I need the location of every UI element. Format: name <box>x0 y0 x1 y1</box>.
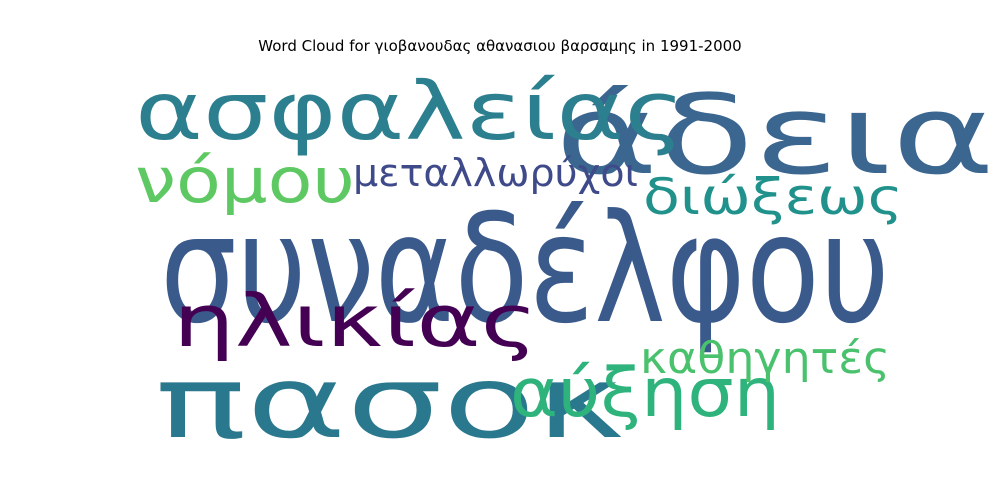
word-9: καθηγητές <box>640 333 890 384</box>
chart-title: Word Cloud for γιοβανουδας αθανασιου βαρ… <box>258 37 742 55</box>
word-7: νόμου <box>135 144 355 217</box>
word-1: συναδέλφου <box>160 183 890 357</box>
word-8: διώξεως <box>643 168 903 226</box>
word-5: αύξηση <box>510 354 780 433</box>
word-2: άδεια <box>555 71 995 199</box>
word-6: ηλικίας <box>173 279 538 363</box>
word-3: πασοκ <box>155 344 625 461</box>
word-4: ασφαλείας <box>135 65 685 158</box>
word-10: μεταλλωρύχοι <box>353 151 638 195</box>
word-cloud: συναδέλφου άδεια πασοκ ασφαλείας αύξηση ηλικί… <box>125 60 995 461</box>
